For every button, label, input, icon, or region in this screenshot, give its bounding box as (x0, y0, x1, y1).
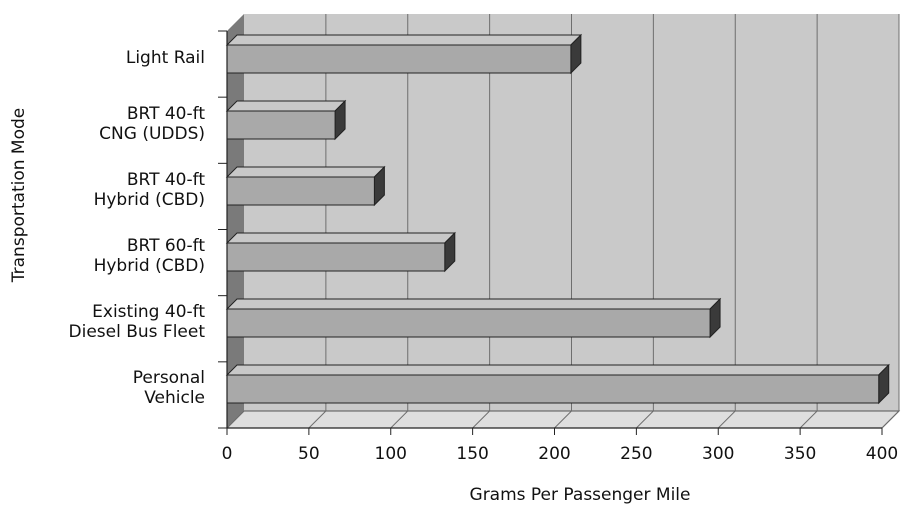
axes (218, 30, 883, 435)
floor-grid-line (636, 410, 654, 429)
bar (225, 99, 347, 141)
category-label-line: Existing 40-ft (92, 302, 205, 322)
category-label-line: Hybrid (CBD) (94, 190, 205, 210)
bars (225, 33, 890, 405)
bar-front (226, 110, 336, 140)
x-tick-label: 350 (784, 444, 816, 464)
x-tick-label: 400 (866, 444, 898, 464)
category-label: Light Rail (126, 48, 205, 68)
bar (225, 231, 456, 273)
category-label-line: CNG (UDDS) (99, 124, 205, 144)
category-label: BRT 40-ft CNG (UDDS) (99, 104, 205, 144)
floor-grid-line (390, 410, 409, 429)
category-label: BRT 40-ft Hybrid (CBD) (94, 170, 206, 210)
category-label-line: Light Rail (126, 48, 205, 68)
bar (225, 165, 386, 207)
x-tick-label: 50 (298, 444, 320, 464)
floor-grid-line (472, 410, 490, 429)
x-tick-label: 150 (456, 444, 488, 464)
floor-grid-line (554, 410, 572, 429)
floor-grid-line (881, 410, 900, 429)
category-label-line: BRT 40-ft (127, 104, 205, 124)
bar (225, 363, 890, 405)
category-label-line: Vehicle (144, 388, 205, 408)
bar-top (225, 232, 456, 244)
y-axis-title: Transportation Mode (9, 108, 29, 283)
x-tick-label: 250 (620, 444, 652, 464)
x-tick-label: 300 (702, 444, 734, 464)
bar (225, 33, 583, 75)
tick-labels: 0 50 100 150 200 250 300 350 400 (222, 444, 899, 464)
category-label: Existing 40-ft Diesel Bus Fleet (69, 302, 206, 342)
category-label-line: Diesel Bus Fleet (69, 322, 206, 342)
category-label-line: Hybrid (CBD) (94, 256, 205, 276)
bar-top (225, 298, 722, 310)
bar-front (226, 176, 375, 206)
category-label: Personal Vehicle (133, 368, 205, 408)
floor-grid-line (226, 410, 245, 429)
bar-front (226, 242, 446, 272)
x-tick-label: 100 (375, 444, 407, 464)
bar-front (226, 44, 572, 74)
bar-front (226, 374, 880, 404)
category-label: BRT 60-ft Hybrid (CBD) (94, 236, 206, 276)
category-label-line: BRT 40-ft (127, 170, 205, 190)
grid-lines (226, 14, 900, 429)
bar-front (226, 308, 711, 338)
x-tick-label: 0 (222, 444, 233, 464)
floor-grid-line (717, 410, 736, 429)
bar-top (225, 364, 890, 376)
category-label-line: Personal (133, 368, 205, 388)
floor-grid-line (308, 410, 327, 429)
x-tick-label: 200 (538, 444, 570, 464)
x-axis-title: Grams Per Passenger Mile (470, 485, 691, 505)
bar-top (225, 34, 583, 46)
category-label-line: BRT 60-ft (127, 236, 205, 256)
bar-top (225, 100, 347, 112)
bar (225, 297, 722, 339)
floor-grid-line (799, 410, 818, 429)
bar-top (225, 166, 386, 178)
